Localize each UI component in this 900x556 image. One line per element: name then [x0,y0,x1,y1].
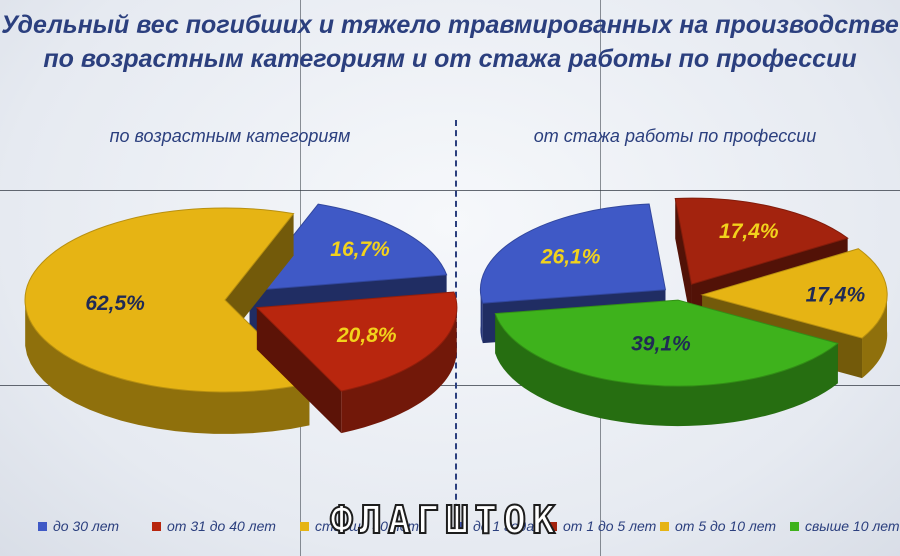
pie-slice [24,207,311,434]
legend-swatch [660,521,669,531]
pie-slice-top [700,248,888,339]
page-title-line-1: Удельный вес погибших и тяжело травмиров… [1,11,899,39]
legend-swatch [790,521,799,531]
data-label: 20,8% [336,324,397,347]
pie-slice-wall [256,307,342,434]
pie-slice-wall [675,198,692,325]
pie-slice-side [862,290,888,379]
pie-slice [494,299,839,427]
legend-item: от 5 до 10 лет [660,518,776,534]
pie-slice-top [248,203,448,292]
legend: до 30 лет от 31 до 40 лет старше 40 лет … [0,518,900,542]
data-label: 17,4% [719,220,779,243]
data-label: 26,1% [540,245,601,268]
legend-swatch [38,521,47,531]
legend-swatch [458,521,467,531]
legend-swatch [152,521,161,531]
data-label: 17,4% [806,284,866,307]
pie-slice-side [480,285,483,344]
pie-slice-top [24,207,311,393]
pie-slice-top [674,197,849,285]
legend-item: до 1 года [458,518,534,534]
pie-slice [255,291,458,434]
chart-right-title: от стажа работы по профессии [533,126,817,146]
data-label: 62,5% [85,292,145,315]
pie-slice-top [494,299,839,387]
legend-item: от 31 до 40 лет [152,518,276,534]
legend-swatch [300,521,309,531]
chart-left-title: по возрастным категориям [109,126,351,146]
pie-slice-side [25,303,310,434]
page-title-line-2: по возрастным категориям и от стажа рабо… [43,45,857,73]
legend-swatch [548,521,557,531]
data-label: 16,7% [330,238,390,261]
legend-item: от 1 до 5 лет [548,518,656,534]
watermark-logo: ФЛАГШТОК [329,497,562,543]
pie-slice-side [495,313,838,427]
legend-item: старше 40 лет [300,518,419,534]
pie-slice-top [479,203,667,304]
pie-slice-side [341,303,457,434]
data-label: 39,1% [631,332,691,355]
gridline [0,190,900,191]
gridline [0,385,900,386]
pie-slice-top [255,291,458,392]
legend-item: свыше 10 лет [790,518,900,534]
legend-item: до 30 лет [38,518,119,534]
pie-slice-wall [225,213,294,342]
